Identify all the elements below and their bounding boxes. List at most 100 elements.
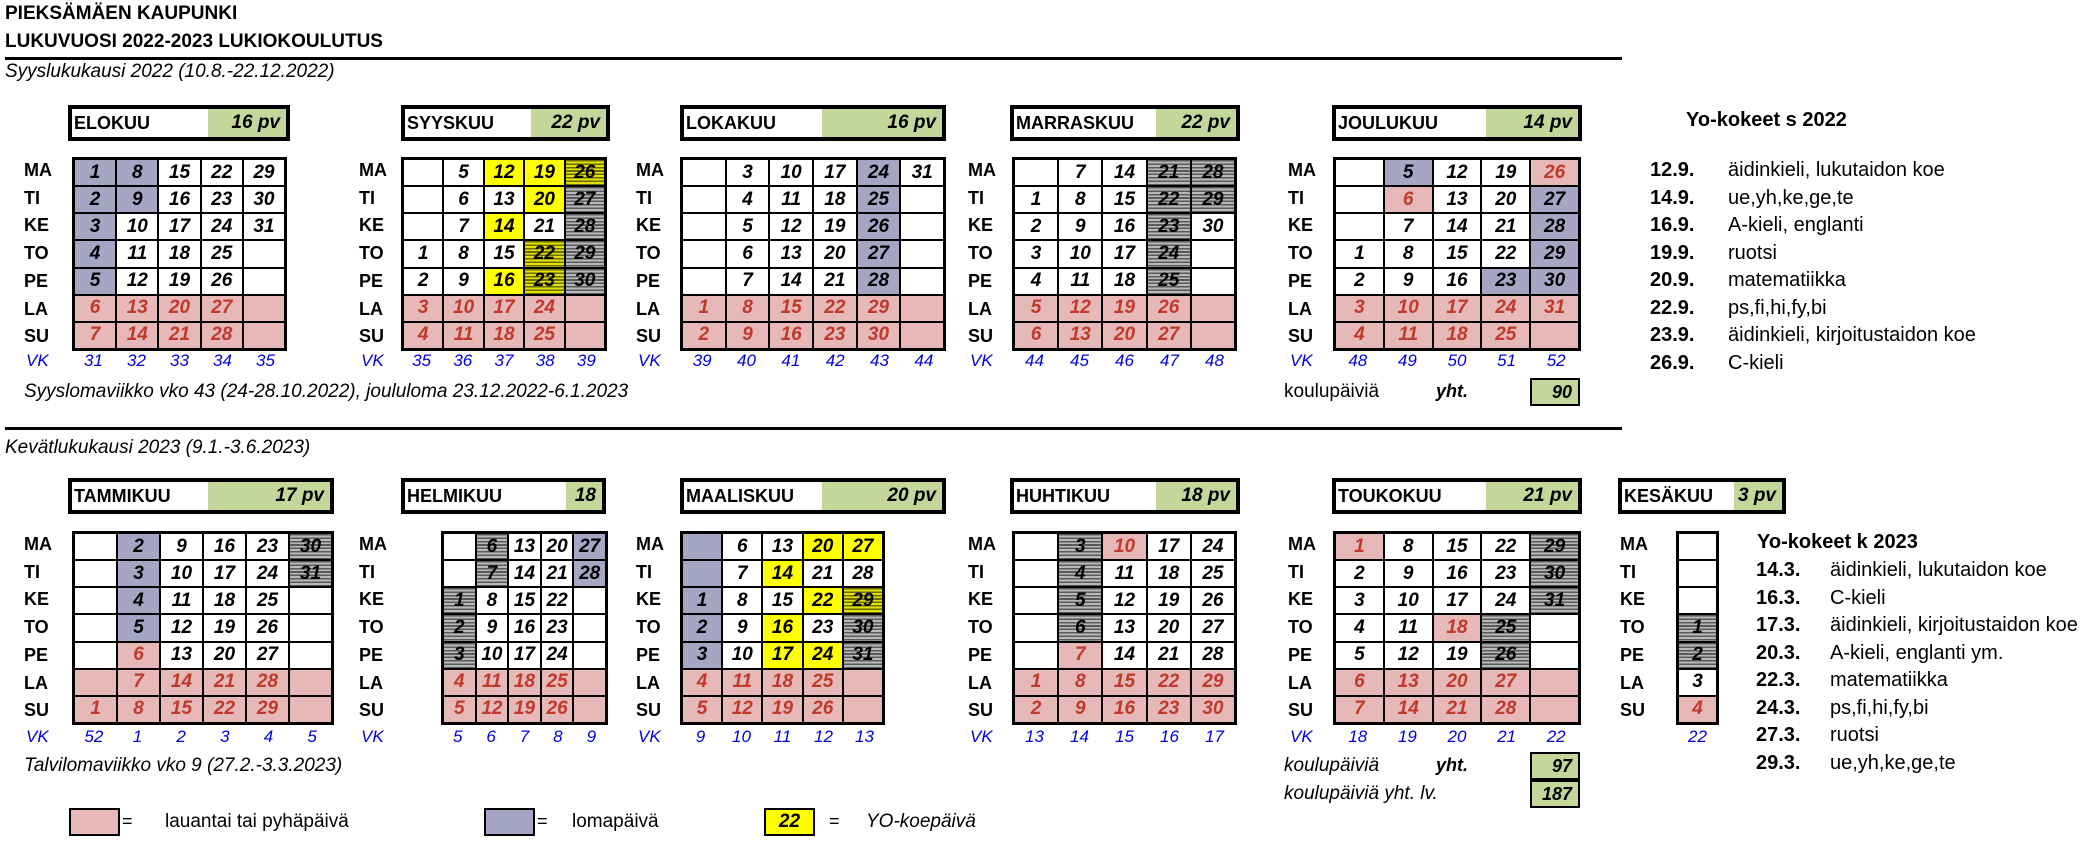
calendar-day: 23 <box>1481 267 1531 295</box>
spring-holidays-note: Talvilomaviikko vko 9 (27.2.-3.3.2023) <box>24 755 343 776</box>
calendar-day: 27 <box>573 533 606 561</box>
calendar-day: 3 <box>403 294 444 322</box>
month-name: SYYSKUU <box>407 113 495 133</box>
calendar-day: 13 <box>508 533 541 561</box>
calendar-day: 21 <box>813 267 857 295</box>
calendar-day: 17 <box>1432 294 1482 322</box>
day-label: TI <box>359 561 375 582</box>
day-label: SU <box>359 326 385 347</box>
day-label: TI <box>24 187 40 208</box>
month-name: ELOKUU <box>74 113 150 133</box>
week-number: 50 <box>1447 351 1467 370</box>
calendar-day: 9 <box>722 614 763 642</box>
calendar-day: 4 <box>1335 321 1384 349</box>
legend-yo-swatch: 22 <box>764 808 815 836</box>
calendar-day: 27 <box>1530 186 1579 214</box>
calendar-day <box>1014 159 1059 187</box>
week-number: 39 <box>576 351 596 370</box>
day-label: SU <box>968 326 994 347</box>
calendar-day: 18 <box>813 186 857 214</box>
calendar-day: 22 <box>200 159 243 187</box>
day-label: TO <box>1288 243 1313 264</box>
day-label: PE <box>968 644 993 665</box>
calendar-day: 1 <box>682 587 723 615</box>
month-header: KESÄKUU 3 pv <box>1618 478 1786 514</box>
calendar-day: 5 <box>117 614 160 642</box>
year-title: LUKUVUOSI 2022-2023 LUKIOKOULUTUS <box>5 31 383 52</box>
calendar-day: 13 <box>1102 614 1147 642</box>
week-number-row: 5 6 7 8 9 <box>441 727 608 747</box>
week-number: 11 <box>773 727 792 746</box>
month-header: HELMIKUU 18 <box>401 478 606 514</box>
calendar-day: 11 <box>769 186 813 214</box>
calendar-day: 28 <box>246 668 289 696</box>
calendar-day: 8 <box>722 587 763 615</box>
calendar-day: 7 <box>443 213 484 241</box>
calendar-day: 9 <box>116 186 159 214</box>
calendar-day: 11 <box>1058 267 1103 295</box>
calendar-day: 20 <box>1102 321 1147 349</box>
calendar-day <box>1678 587 1717 615</box>
legend-vacation-label: lomapäivä <box>572 811 659 832</box>
calendar-day: 1 <box>1335 533 1384 561</box>
calendar-day: 22 <box>1481 240 1531 268</box>
calendar-day: 1 <box>1335 240 1384 268</box>
calendar-day: 4 <box>1678 695 1717 723</box>
calendar-day: 8 <box>1058 668 1103 696</box>
week-label: VK <box>26 351 49 370</box>
calendar-day: 6 <box>117 641 160 669</box>
calendar-day <box>1335 213 1384 241</box>
divider <box>5 57 1622 60</box>
day-label: TI <box>1288 187 1304 208</box>
calendar-day: 6 <box>1335 668 1384 696</box>
week-number: 2 <box>176 727 186 746</box>
week-number: 46 <box>1115 351 1134 370</box>
calendar-day: 20 <box>524 186 565 214</box>
calendar-day: 28 <box>1190 641 1235 669</box>
week-label: VK <box>970 351 993 370</box>
calendar-day: 23 <box>802 614 843 642</box>
yo-exam-subject: A-kieli, englanti <box>1728 214 1864 236</box>
week-label: VK <box>970 727 993 746</box>
week-number-row: 31 32 33 34 35 <box>72 351 287 371</box>
week-number-row: 44 45 46 47 48 <box>1012 351 1237 371</box>
week-number: 45 <box>1070 351 1089 370</box>
week-label: VK <box>26 727 49 746</box>
calendar-day: 27 <box>842 533 883 561</box>
calendar-day: 3 <box>725 159 770 187</box>
week-number: 4 <box>263 727 274 746</box>
calendar-day <box>682 533 723 561</box>
week-number: 42 <box>825 351 845 370</box>
calendar-day: 8 <box>117 695 160 723</box>
day-label: TO <box>1620 617 1645 638</box>
calendar-day: 21 <box>1432 695 1482 723</box>
calendar-day: 28 <box>1530 213 1579 241</box>
calendar-day: 13 <box>1383 668 1433 696</box>
autumn-total: 90 <box>1530 378 1580 406</box>
month-schooldays: 16 pv <box>822 109 942 137</box>
calendar-day <box>900 267 944 295</box>
calendar-day <box>1190 294 1235 322</box>
calendar-day <box>682 186 726 214</box>
calendar-day: 24 <box>1190 533 1235 561</box>
calendar-day: 22 <box>802 587 843 615</box>
calendar-day: 12 <box>722 695 763 723</box>
calendar-day: 2 <box>1335 267 1384 295</box>
month-header: HUHTIKUU 18 pv <box>1010 478 1240 514</box>
calendar-day: 7 <box>117 668 160 696</box>
day-label: TI <box>968 561 984 582</box>
calendar-day: 14 <box>1102 159 1147 187</box>
calendar-day: 4 <box>74 240 117 268</box>
yo-exam-subject: ruotsi <box>1728 241 1777 264</box>
calendar-day <box>1678 560 1717 588</box>
week-number-row: 13 14 15 16 17 <box>1012 727 1237 747</box>
calendar-day: 13 <box>116 294 159 322</box>
calendar-day: 29 <box>856 294 901 322</box>
calendar-day: 10 <box>116 213 159 241</box>
calendar-day: 8 <box>116 159 159 187</box>
calendar-day <box>74 560 117 588</box>
calendar-day <box>682 213 726 241</box>
day-label: LA <box>1288 672 1312 693</box>
week-number: 35 <box>412 351 432 370</box>
calendar-day: 14 <box>508 560 541 588</box>
